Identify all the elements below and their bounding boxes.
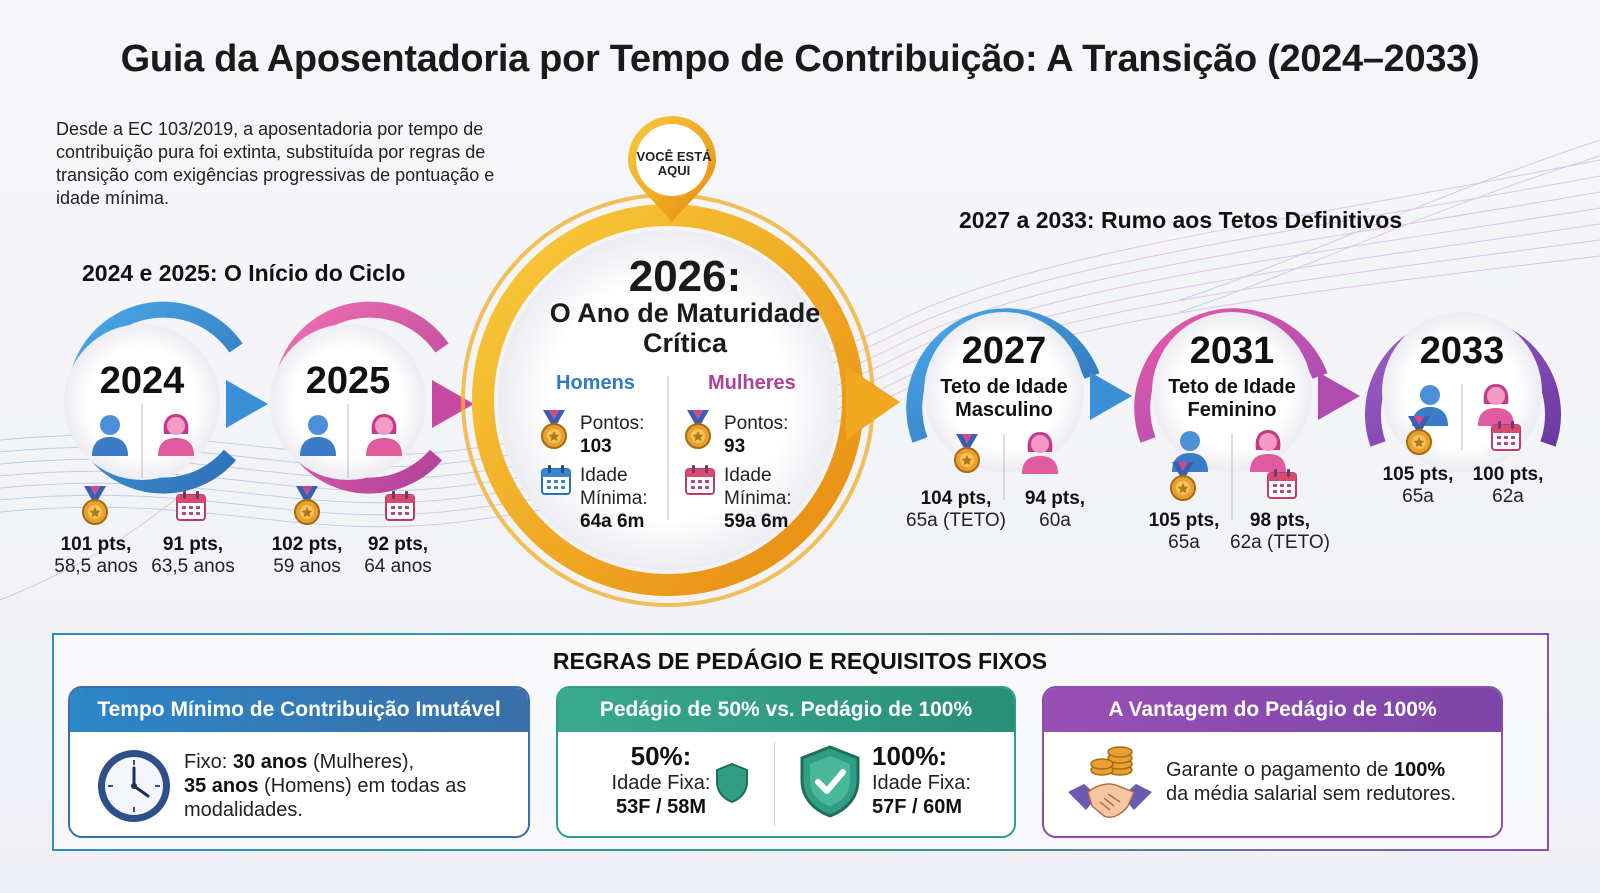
stat-2033-women: 100 pts, 62a <box>1472 464 1544 507</box>
location-pin-icon <box>628 116 716 222</box>
center-men-points: Pontos: 103 <box>580 413 645 457</box>
section-heading-late: 2027 a 2033: Rumo aos Tetos Definitivos <box>959 207 1403 233</box>
subtitle-2031: Teto de Idade Feminino <box>1168 376 1296 421</box>
shield-icon <box>716 762 748 804</box>
calendar-icon <box>1267 468 1297 499</box>
year-2024: 2024 <box>99 360 185 402</box>
page-title: Guia da Aposentadoria por Tempo de Contr… <box>120 38 1480 80</box>
card-min-contribution-text: Fixo: 30 anos (Mulheres), 35 anos (Homen… <box>184 751 467 821</box>
center-subtitle: O Ano de Maturidade Crítica <box>549 298 821 358</box>
stat-2031-women: 98 pts, 62a (TETO) <box>1230 510 1330 553</box>
card-toll-advantage: A Vantagem do Pedágio de 100% Garante o … <box>1042 686 1503 838</box>
center-women-age: Idade Mínima: 59a 6m <box>724 465 792 532</box>
center-women-points: Pontos: 93 <box>724 413 789 457</box>
ring-2027 <box>906 308 1132 500</box>
toll-50-block: 50%: Idade Fixa: 53F / 58M <box>611 741 711 818</box>
stat-2025-men: 102 pts, 59 anos <box>271 534 343 577</box>
card-min-contribution: Tempo Mínimo de Contribuição Imutável Fi… <box>68 686 530 838</box>
rules-panel-title: REGRAS DE PEDÁGIO E REQUISITOS FIXOS <box>552 648 1048 674</box>
intro-text: Desde a EC 103/2019, a aposentadoria por… <box>56 119 495 208</box>
stat-2025-women: 92 pts, 64 anos <box>364 534 432 577</box>
stat-2027-women: 94 pts, 60a <box>1024 488 1086 531</box>
shield-check-icon <box>800 745 860 818</box>
year-2025: 2025 <box>305 360 391 402</box>
card-toll-advantage-head: A Vantagem do Pedágio de 100% <box>1044 688 1501 732</box>
medal-icon <box>82 486 108 525</box>
toll-100-block: 100%: Idade Fixa: 57F / 60M <box>872 741 971 818</box>
medal-icon <box>294 486 320 525</box>
calendar-icon <box>541 464 571 495</box>
center-women-head: Mulheres <box>708 372 796 394</box>
center-men-age: Idade Mínima: 64a 6m <box>580 465 648 532</box>
calendar-icon <box>385 490 415 521</box>
year-2031: 2031 <box>1189 330 1275 372</box>
year-2027: 2027 <box>961 330 1047 372</box>
section-heading-early: 2024 e 2025: O Início do Ciclo <box>82 260 406 286</box>
you-are-here-label: VOCÊ ESTÁ AQUI <box>636 149 712 178</box>
handshake-coins-icon <box>1068 746 1152 818</box>
card-toll-comparison-head: Pedágio de 50% vs. Pedágio de 100% <box>558 688 1014 732</box>
subtitle-2027: Teto de Idade Masculino <box>940 376 1068 421</box>
card-min-contribution-head: Tempo Mínimo de Contribuição Imutável <box>70 688 528 732</box>
calendar-icon <box>1491 420 1521 451</box>
stat-2024-men: 101 pts, 58,5 anos <box>54 534 138 577</box>
center-year: 2026: <box>628 252 742 301</box>
calendar-icon <box>176 490 206 521</box>
stat-2033-men: 105 pts, 65a <box>1382 464 1454 507</box>
card-toll-comparison: Pedágio de 50% vs. Pedágio de 100% 50%: … <box>556 686 1016 838</box>
calendar-icon <box>685 464 715 495</box>
year-2033: 2033 <box>1419 330 1505 372</box>
stat-2024-women: 91 pts, 63,5 anos <box>151 534 235 577</box>
stat-2027-men: 104 pts, 65a (TETO) <box>906 488 1006 531</box>
clock-icon <box>98 750 170 822</box>
center-men-head: Homens <box>556 372 635 394</box>
stat-2031-men: 105 pts, 65a <box>1148 510 1220 553</box>
card-toll-advantage-text: Garante o pagamento de 100% da média sal… <box>1166 759 1457 805</box>
toll-divider <box>774 742 775 826</box>
